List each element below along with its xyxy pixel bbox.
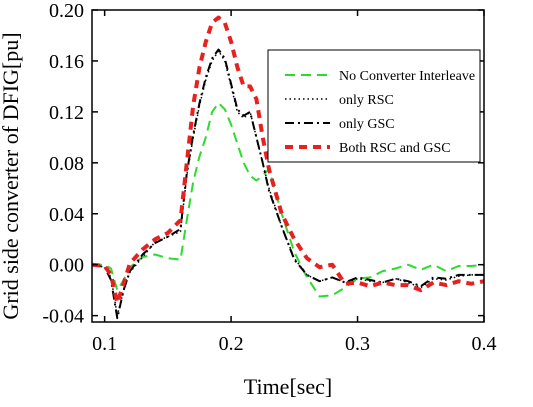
x-tick-label: 0.3 <box>345 333 370 355</box>
x-tick-label: 0.4 <box>472 333 497 355</box>
series-line-3 <box>91 48 484 320</box>
legend-label-2: only RSC <box>339 93 394 108</box>
legend-label-3: only GSC <box>339 117 395 132</box>
y-tick-label: -0.04 <box>42 306 84 328</box>
y-tick-label: 0.12 <box>49 102 84 124</box>
y-tick-label: 0.16 <box>49 51 84 73</box>
plot-area-frame <box>91 9 485 323</box>
series-lines <box>91 15 485 320</box>
legend-label-4: Both RSC and GSC <box>339 141 451 156</box>
y-tick-label: 0.08 <box>49 153 84 175</box>
x-tick-label: 0.1 <box>92 333 117 355</box>
legend: No Converter Interleave only RSC only GSC B… <box>267 49 481 163</box>
series-line-4 <box>91 15 485 305</box>
y-tick-label: 0.04 <box>49 204 84 226</box>
axis-ticks <box>92 9 485 322</box>
y-tick-label: 0.00 <box>49 255 84 277</box>
x-tick-label: 0.2 <box>219 333 244 355</box>
x-axis-title: Time[sec] <box>244 374 332 399</box>
legend-label-1: No Converter Interleave <box>339 69 475 84</box>
y-axis-title: Grid side converter of DFIG[pu] <box>0 32 23 319</box>
legend-box <box>267 49 481 163</box>
axis-tick-labels: 0.1 0.2 0.3 0.4 -0.04 0.00 0.04 0.08 0.12 0.16 0.2… <box>42 0 496 355</box>
y-tick-label: 0.20 <box>49 0 84 22</box>
series-line-1 <box>92 102 485 298</box>
